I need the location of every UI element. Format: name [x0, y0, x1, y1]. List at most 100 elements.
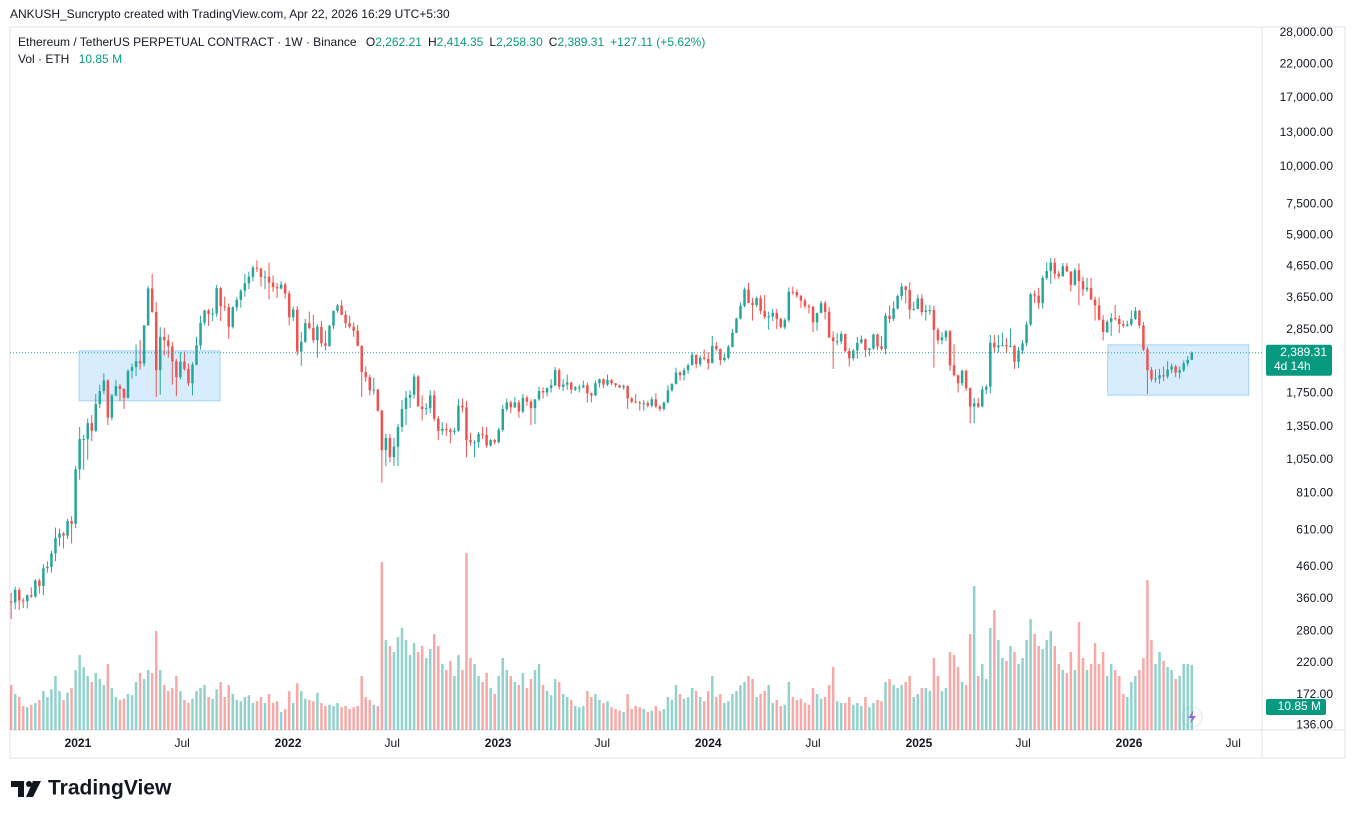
candle-body — [985, 386, 988, 390]
candle-body — [690, 354, 694, 366]
candles — [10, 257, 1194, 619]
volume-bar — [175, 676, 178, 730]
candle-body — [924, 310, 928, 312]
volume-bar — [235, 700, 239, 730]
candle-body — [811, 306, 815, 323]
candle-body — [964, 370, 968, 389]
candle-body — [916, 298, 920, 309]
volume-bar — [767, 685, 770, 730]
volume-bar — [658, 710, 662, 730]
volume-bar — [449, 661, 452, 730]
candle-body — [1117, 318, 1121, 325]
volume-bar — [432, 634, 436, 730]
candle-body — [823, 303, 827, 312]
volume-bar — [843, 703, 847, 730]
volume-bar — [1081, 658, 1085, 730]
candle-body — [465, 407, 468, 441]
volume-bar — [90, 682, 93, 730]
candle-body — [1089, 287, 1093, 300]
x-tick-label: 2024 — [695, 736, 722, 750]
volume-bar — [86, 676, 89, 730]
volume-bar — [408, 655, 412, 730]
candle-body — [457, 405, 460, 431]
volume-bar — [17, 697, 21, 730]
candle-body — [312, 328, 315, 341]
candle-body — [98, 391, 102, 405]
volume-bar — [10, 685, 13, 730]
volume-bar — [30, 704, 33, 730]
candle-body — [1130, 318, 1133, 325]
volume-bar — [835, 701, 839, 730]
volume-bar — [1097, 664, 1101, 730]
volume-bar — [731, 694, 734, 730]
volume-bar — [666, 697, 670, 730]
volume-bar — [457, 655, 460, 730]
volume-bar — [1126, 697, 1129, 730]
candle-body — [400, 408, 404, 427]
candle-body — [578, 387, 581, 389]
volume-bar — [565, 697, 569, 730]
candle-body — [590, 393, 593, 396]
volume-bar — [1073, 670, 1077, 730]
volume-bar — [1117, 676, 1121, 730]
volume-bar — [275, 701, 279, 730]
volume-bar — [118, 700, 122, 730]
volume-bar — [1017, 664, 1020, 730]
candle-body — [783, 320, 787, 328]
volume-bar — [1085, 670, 1089, 730]
range-box — [1107, 344, 1250, 396]
volume-bar — [130, 695, 134, 730]
candle-body — [1101, 319, 1105, 333]
volume-bar — [283, 709, 287, 730]
volume-bar — [404, 640, 408, 730]
volume-bar — [908, 676, 911, 730]
volume-bar — [473, 664, 476, 730]
candle-body — [102, 380, 106, 392]
volume-bar — [231, 694, 235, 730]
candle-body — [473, 442, 476, 444]
x-tick-label: Jul — [805, 736, 820, 750]
y-tick-label: 10,000.00 — [1280, 159, 1334, 173]
volume-bar — [1186, 664, 1189, 730]
volume-bar — [997, 640, 1000, 730]
candle-body — [1041, 277, 1044, 304]
candle-body — [1174, 366, 1177, 373]
candle-body — [445, 428, 448, 430]
candle-body — [513, 402, 517, 408]
volume-bar — [1005, 661, 1008, 730]
candle-body — [58, 533, 61, 538]
candle-body — [340, 305, 343, 315]
volume-bar — [993, 610, 996, 730]
volume-bar — [304, 698, 307, 730]
y-tick-label: 28,000.00 — [1280, 25, 1334, 39]
candle-body — [686, 365, 690, 371]
volume-badge — [1266, 699, 1326, 715]
candle-body — [1009, 345, 1012, 347]
candle-body — [626, 386, 629, 399]
x-tick-label: 2021 — [65, 736, 92, 750]
candle-body — [888, 315, 891, 319]
candle-body — [441, 428, 444, 431]
candle-body — [150, 288, 154, 312]
volume-bar — [674, 685, 678, 730]
volume-bar — [932, 658, 936, 730]
candle-body — [731, 332, 734, 347]
candle-body — [324, 343, 327, 346]
volume-bar — [94, 673, 98, 730]
volume-bar — [102, 685, 106, 730]
volume-bar — [642, 709, 646, 730]
candle-body — [952, 365, 956, 376]
volume-bar — [497, 676, 500, 730]
volume-bar — [122, 698, 126, 730]
volume-bar — [211, 698, 214, 730]
candle-body — [876, 334, 879, 347]
volume-bar — [340, 707, 343, 730]
candle-body — [638, 402, 641, 404]
volume-bar — [1049, 631, 1052, 730]
candle-body — [852, 350, 855, 359]
volume-bar — [70, 688, 73, 730]
price-badge-label: 2,389.31 — [1280, 345, 1327, 359]
candle-body — [751, 302, 754, 306]
logo-mark — [26, 781, 41, 797]
volume-bar — [437, 646, 440, 730]
